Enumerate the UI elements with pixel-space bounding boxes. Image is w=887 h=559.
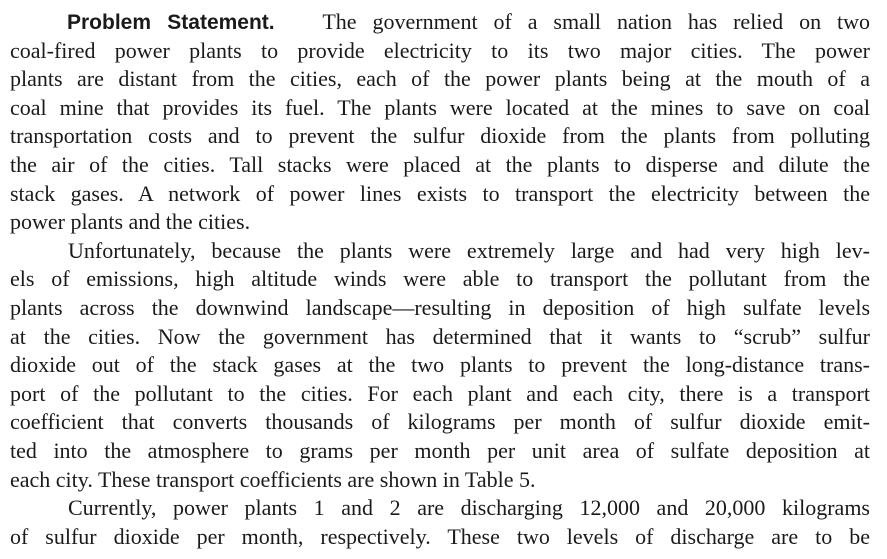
text-line: of sulfur dioxide per month, respectivel… <box>10 523 870 549</box>
text-line: transportation costs and to prevent the … <box>10 123 870 149</box>
text-line: stack gases. A network of power lines ex… <box>10 180 870 206</box>
text-line: each city. These transport coefficients … <box>10 466 536 492</box>
text-line: Unfortunately, because the plants were e… <box>68 237 870 263</box>
text-line: coal mine that provides its fuel. The pl… <box>10 94 870 120</box>
text-line: Currently, power plants 1 and 2 are disc… <box>68 495 870 521</box>
text-line: plants are distant from the cities, each… <box>10 66 870 92</box>
text-line: ted into the atmosphere to grams per mon… <box>10 437 870 463</box>
text-line: coal-fired power plants to provide elect… <box>10 37 870 63</box>
text-line: power plants and the cities. <box>10 209 251 235</box>
text-line: the air of the cities. Tall stacks were … <box>10 151 870 177</box>
text-line: coefficient that converts thousands of k… <box>10 409 870 435</box>
text-line: at the cities. Now the government has de… <box>10 323 870 349</box>
text-line: port of the pollutant to the cities. For… <box>10 380 870 406</box>
document-page: Problem Statement. The government of a s… <box>10 8 870 551</box>
section-heading: Problem Statement. <box>67 11 275 34</box>
text-line: Problem Statement. The government of a s… <box>10 8 870 37</box>
text-line: dioxide out of the stack gases at the tw… <box>10 352 870 378</box>
text-line: els of emissions, high altitude winds we… <box>10 266 870 292</box>
text-span: The government of a small nation has rel… <box>322 9 870 34</box>
text-line: plants across the downwind landscape—res… <box>10 294 870 320</box>
